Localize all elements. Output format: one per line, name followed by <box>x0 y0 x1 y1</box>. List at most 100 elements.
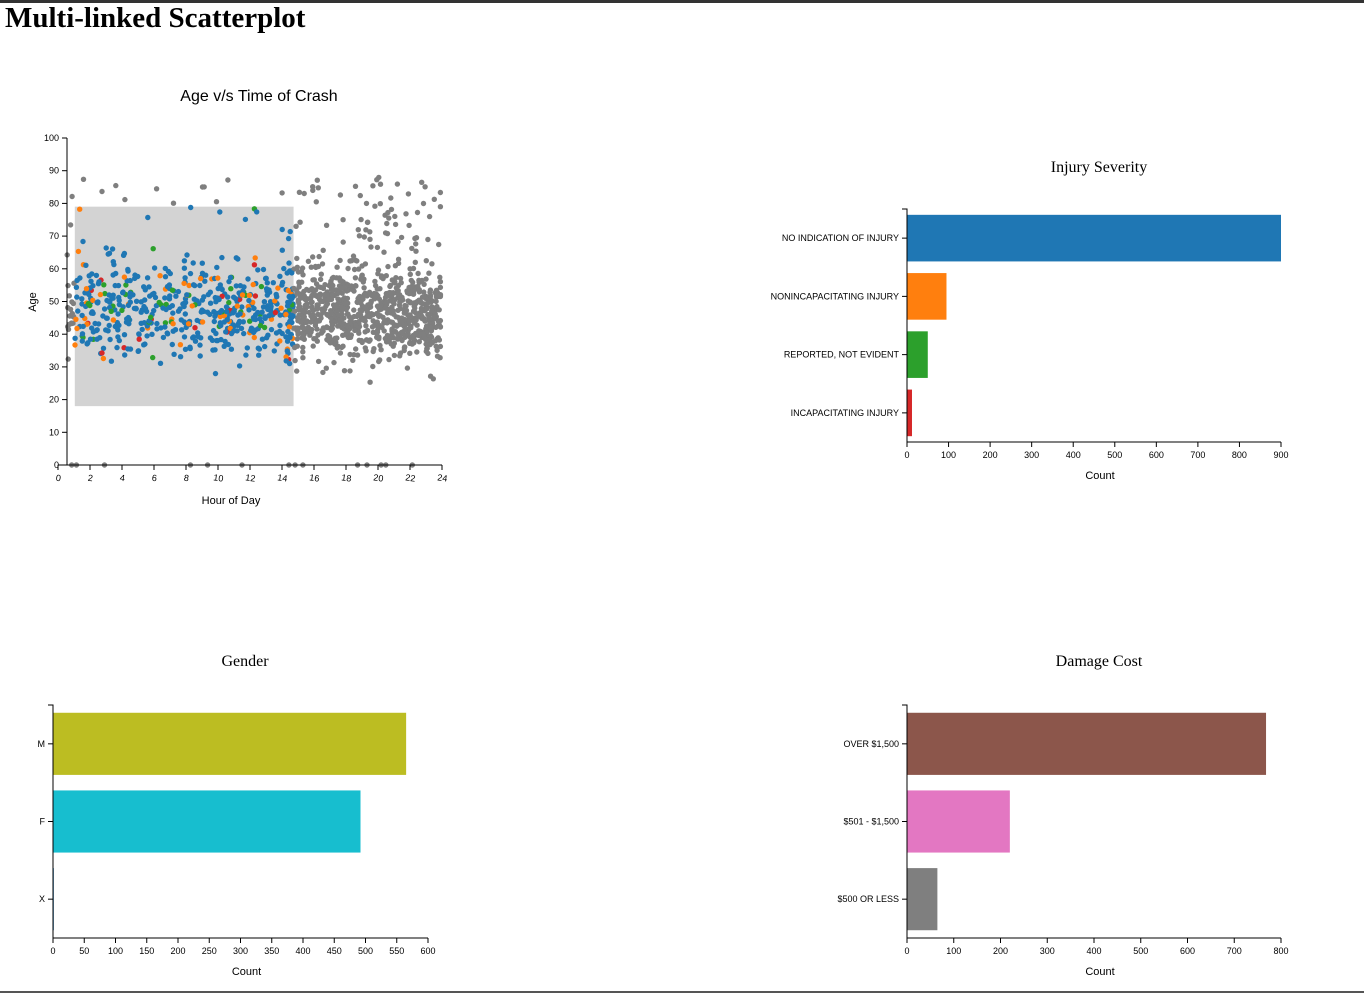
scatter-point <box>114 344 120 351</box>
scatter-point <box>308 329 314 335</box>
scatter-point <box>295 269 302 275</box>
scatter-point <box>337 257 343 264</box>
category-label: NONINCAPACITATING INJURY <box>771 291 899 301</box>
y-tick-label: 10 <box>49 427 59 437</box>
scatter-point <box>142 305 149 312</box>
scatter-point <box>121 274 128 280</box>
x-tick-label: 22 <box>405 472 416 483</box>
bar-chart-gender[interactable]: Gender M F X 0 50 100 150 200 250 300 350 400 450 500 5… <box>0 645 460 985</box>
x-tick-label: 100 <box>941 450 956 460</box>
scatter-point <box>207 335 214 341</box>
bar[interactable] <box>907 868 938 931</box>
scatter-point <box>195 333 201 340</box>
scatter-point <box>120 290 126 296</box>
x-tick-label: 0 <box>55 473 61 484</box>
scatter-point <box>272 309 279 316</box>
scatter-point <box>162 274 169 280</box>
scatter-point <box>374 334 380 340</box>
scatterplot-age-vs-time[interactable]: Age v/s Time of Crash0102030405060708090… <box>0 80 460 520</box>
bar[interactable] <box>53 790 361 853</box>
scatter-point <box>252 293 259 299</box>
scatter-point <box>80 238 86 245</box>
bar[interactable] <box>907 790 1010 853</box>
scatter-point <box>162 265 168 272</box>
bar[interactable] <box>907 214 1281 262</box>
y-tick-label: 70 <box>49 231 59 241</box>
scatter-point <box>350 357 356 363</box>
scatter-point <box>422 184 428 190</box>
scatter-point <box>228 346 235 352</box>
scatter-point <box>184 292 190 298</box>
scatter-point <box>407 314 414 320</box>
scatter-point <box>66 293 73 299</box>
scatter-point <box>368 244 374 250</box>
scatter-point <box>314 338 320 344</box>
x-tick-label: 300 <box>233 946 248 956</box>
scatter-point <box>344 322 350 329</box>
scatter-point <box>296 189 303 195</box>
scatter-point <box>299 265 306 271</box>
scatter-point <box>226 278 232 285</box>
scatter-point <box>108 358 115 364</box>
scatter-point <box>121 250 128 257</box>
x-tick-label: 8 <box>183 473 189 484</box>
scatter-point <box>190 334 197 340</box>
scatter-point <box>294 255 300 262</box>
scatter-point <box>160 334 167 341</box>
scatter-point <box>377 181 384 187</box>
scatter-point <box>403 211 409 217</box>
scatter-point <box>136 331 142 337</box>
y-tick-label: 20 <box>49 395 59 405</box>
scatter-point <box>83 286 90 292</box>
scatter-point <box>315 358 322 365</box>
scatter-point <box>284 334 291 341</box>
scatter-point <box>382 318 388 325</box>
scatter-point <box>358 276 364 282</box>
scatter-point <box>433 287 440 293</box>
scatter-point <box>374 244 381 251</box>
scatter-point <box>125 346 131 352</box>
scatter-point <box>378 302 384 309</box>
x-tick-label: 500 <box>1107 450 1122 460</box>
x-tick-label: 550 <box>389 946 404 956</box>
scatter-point <box>320 369 326 376</box>
scatter-point <box>139 326 145 333</box>
scatter-point <box>376 296 383 302</box>
scatter-point <box>325 312 331 318</box>
scatter-point <box>388 206 395 213</box>
bar[interactable] <box>907 331 928 378</box>
scatter-point <box>207 289 213 295</box>
scatter-point <box>255 267 261 273</box>
bar[interactable] <box>907 712 1267 775</box>
scatter-point <box>285 287 291 294</box>
scatter-point <box>77 206 83 212</box>
bar-chart-damage-cost[interactable]: Damage Cost OVER $1,500 $501 - $1,500 $500 … <box>700 645 1320 985</box>
scatter-point <box>338 304 345 310</box>
scatter-point <box>197 342 203 348</box>
scatter-point <box>90 297 96 303</box>
scatter-point <box>402 302 408 309</box>
bar[interactable] <box>907 389 912 437</box>
scatter-point <box>218 285 224 292</box>
scatter-point <box>370 318 376 324</box>
scatter-point <box>279 247 285 253</box>
scatter-point <box>397 275 404 282</box>
scatter-point <box>101 282 107 288</box>
scatter-point <box>337 350 344 356</box>
scatter-point <box>127 290 133 296</box>
scatter-point <box>239 292 246 298</box>
scatter-point <box>274 294 280 300</box>
scatter-point <box>369 324 376 330</box>
bar[interactable] <box>53 712 407 775</box>
category-label: $500 OR LESS <box>837 894 899 904</box>
scatter-point <box>389 331 395 337</box>
bar-chart-injury-severity[interactable]: Injury Severity NO INDICATION OF INJURY NO… <box>700 150 1320 490</box>
page-title: Multi-linked Scatterplot <box>5 2 306 34</box>
scatter-point <box>298 319 304 325</box>
category-label: INCAPACITATING INJURY <box>791 408 899 418</box>
scatter-point <box>213 199 220 205</box>
bar[interactable] <box>907 273 947 320</box>
x-tick-label: 250 <box>202 946 217 956</box>
scatter-point <box>382 304 389 310</box>
scatter-point <box>331 287 337 293</box>
